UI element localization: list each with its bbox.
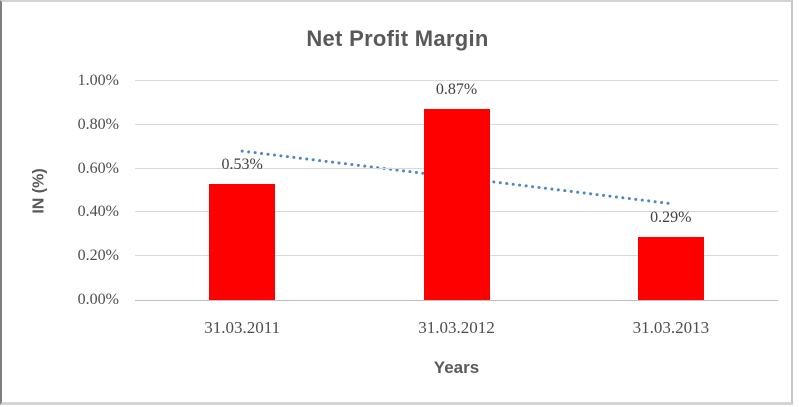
x-tick-label: 31.03.2013 (632, 318, 710, 337)
y-tick-label: 0.60% (77, 159, 119, 177)
bar (637, 236, 704, 300)
bar-data-label: 0.87% (435, 81, 478, 99)
bar-data-label: 0.29% (650, 208, 692, 226)
bar (209, 183, 276, 300)
plot-area: 0.53% 0.87% 0.29% (135, 80, 778, 301)
y-tick-label: 0.00% (77, 291, 119, 308)
x-axis-line (135, 300, 778, 301)
x-axis-title: Years (433, 358, 480, 377)
bar-data-label: 0.53% (221, 155, 263, 173)
chart-title: Net Profit Margin (306, 26, 489, 51)
y-tick-label: 0.20% (77, 247, 119, 265)
bar (423, 109, 490, 300)
x-tick-label: 31.03.2011 (204, 318, 281, 337)
y-axis-title: IN (%) (28, 81, 52, 300)
x-tick-label: 31.03.2012 (418, 318, 495, 337)
y-tick-label: 0.80% (77, 115, 119, 133)
gridline (135, 80, 778, 81)
y-tick-label: 0.40% (77, 203, 119, 221)
y-tick-label: 1.00% (77, 72, 119, 89)
